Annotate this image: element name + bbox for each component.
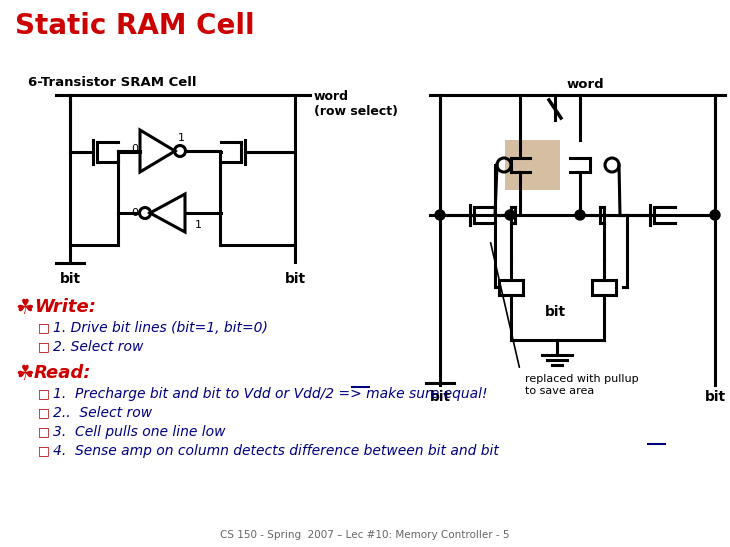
Text: 0: 0: [131, 208, 138, 218]
Text: 6-Transistor SRAM Cell: 6-Transistor SRAM Cell: [28, 76, 196, 89]
Text: □: □: [38, 340, 50, 353]
Circle shape: [435, 210, 445, 220]
Text: bit: bit: [704, 390, 726, 404]
Text: □: □: [38, 425, 50, 438]
Text: replaced with pullup
to save area: replaced with pullup to save area: [525, 374, 639, 395]
Text: Read:: Read:: [34, 364, 91, 382]
Text: word: word: [566, 78, 604, 91]
Text: 1: 1: [178, 133, 185, 143]
Text: □: □: [38, 406, 50, 419]
Text: 2..  Select row: 2.. Select row: [53, 406, 152, 420]
Text: Static RAM Cell: Static RAM Cell: [15, 12, 255, 40]
Text: bit: bit: [285, 272, 306, 286]
Text: 2. Select row: 2. Select row: [53, 340, 143, 354]
Bar: [505, 140, 560, 190]
Text: 3.  Cell pulls one line low: 3. Cell pulls one line low: [53, 425, 226, 439]
Text: bit: bit: [545, 305, 566, 319]
Text: bit: bit: [59, 272, 80, 286]
Circle shape: [575, 210, 585, 220]
Text: word
(row select): word (row select): [314, 90, 398, 118]
Circle shape: [710, 210, 720, 220]
Circle shape: [505, 210, 515, 220]
Text: CS 150 - Spring  2007 – Lec #10: Memory Controller - 5: CS 150 - Spring 2007 – Lec #10: Memory C…: [220, 530, 510, 540]
Text: ☘: ☘: [15, 298, 34, 318]
Text: Write:: Write:: [34, 298, 96, 316]
Text: bit: bit: [429, 390, 450, 404]
Text: □: □: [38, 444, 50, 457]
Text: 1: 1: [195, 220, 202, 230]
Text: 0: 0: [131, 144, 138, 154]
Text: □: □: [38, 387, 50, 400]
Text: 1. Drive bit lines (bit=1, bit=0): 1. Drive bit lines (bit=1, bit=0): [53, 321, 268, 335]
Text: 4.  Sense amp on column detects difference between bit and bit: 4. Sense amp on column detects differenc…: [53, 444, 499, 458]
Text: 1.  Precharge bit and bit to Vdd or Vdd/2 => make sure equal!: 1. Precharge bit and bit to Vdd or Vdd/2…: [53, 387, 488, 401]
Text: □: □: [38, 321, 50, 334]
Text: ☘: ☘: [15, 364, 34, 384]
